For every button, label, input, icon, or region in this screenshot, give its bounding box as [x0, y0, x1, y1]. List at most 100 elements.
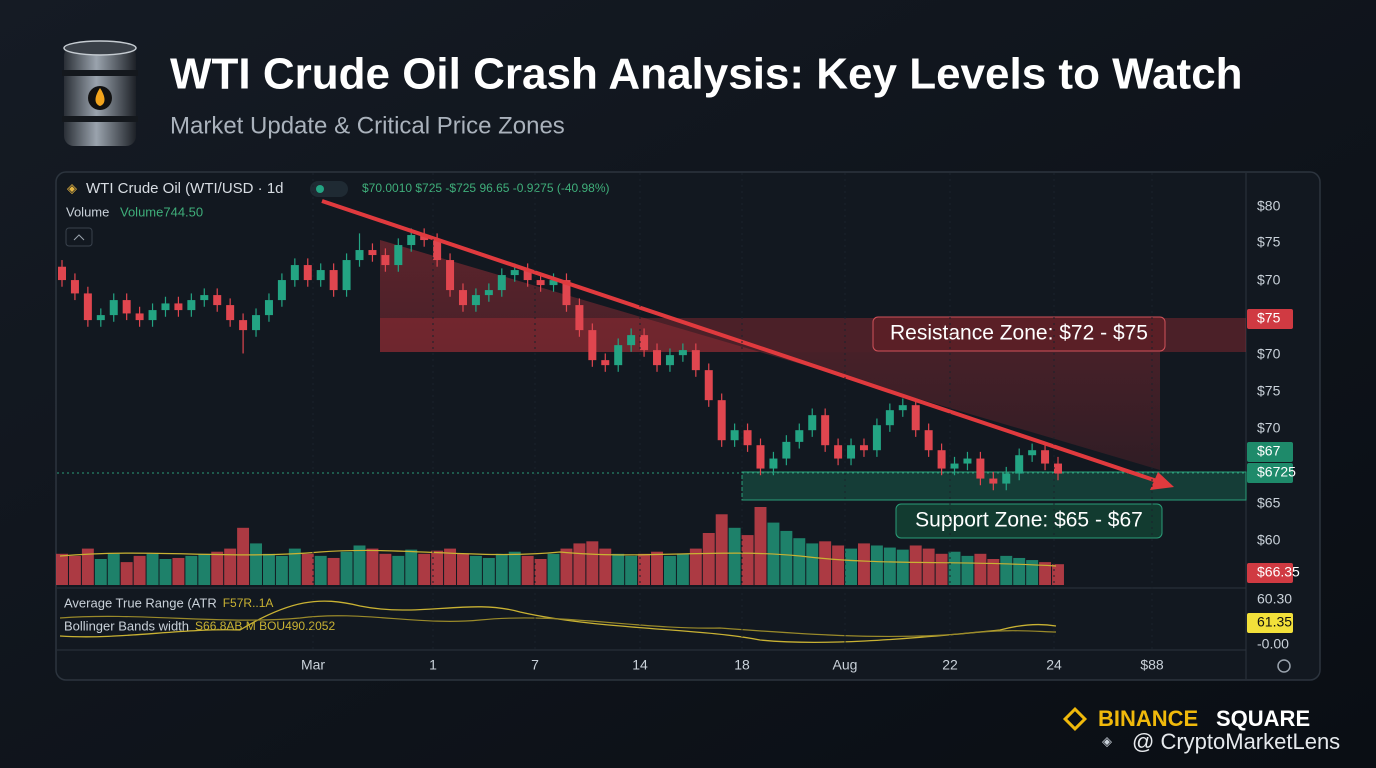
candle-body: [458, 290, 467, 306]
volume-bar: [482, 557, 495, 585]
volume-value: Volume744.50: [120, 204, 203, 219]
candle-body: [523, 270, 532, 281]
resistance-label: Resistance Zone: $72 - $75: [890, 322, 1148, 345]
candle-body: [872, 425, 881, 451]
price-axis: $80 $75 $70 $75 $70 $75 $70 $67 $6725 $65 $60 $66.3…: [1247, 198, 1300, 652]
candle-body: [342, 260, 351, 291]
volume-average-line: [59, 549, 1057, 567]
collapse-icon: [73, 234, 85, 241]
candle-body: [174, 303, 183, 311]
x-tick-label: $88: [1140, 657, 1164, 673]
volume-bar: [172, 557, 185, 585]
candle-body: [213, 295, 222, 306]
volume-bar: [81, 548, 94, 585]
indicator-name: Average True Range (ATR: [64, 595, 217, 610]
collapse-button[interactable]: [65, 227, 93, 247]
candle-body: [1041, 450, 1050, 464]
candle-body: [536, 280, 545, 286]
volume-bar: [883, 547, 896, 585]
candle-body: [277, 280, 286, 301]
candle-body: [1054, 463, 1062, 474]
candle-body: [329, 270, 338, 291]
candle-body: [510, 270, 519, 276]
x-axis: Mar 1 7 14 18 Aug 22 24 $88: [301, 173, 1164, 673]
candle-body: [963, 458, 972, 464]
volume-bar: [754, 507, 767, 585]
candle-body: [148, 310, 157, 321]
candle-body: [239, 320, 248, 331]
volume-bar: [327, 557, 340, 585]
candle-body: [924, 430, 933, 451]
quote: $70.0010 $725 -$725 96.65 -0.9275 (-40.9…: [362, 181, 610, 195]
symbol-icon: ◈: [67, 180, 77, 195]
volume-bar: [806, 543, 819, 585]
price-badge: [1247, 613, 1293, 633]
price-label: $75: [1257, 310, 1281, 326]
candle-body: [187, 300, 196, 311]
candle-body: [989, 478, 998, 484]
candle-body: [653, 350, 662, 366]
resistance-box: [872, 316, 1166, 352]
candle-body: [420, 235, 429, 241]
candle-body: [627, 335, 636, 346]
volume-bar: [573, 543, 586, 585]
candle-body: [640, 335, 649, 351]
price-label: $75: [1257, 383, 1281, 399]
volume-bar: [625, 555, 638, 585]
volume-bar: [107, 553, 120, 585]
volume-bar: [521, 555, 534, 585]
volume-bar: [1013, 557, 1026, 585]
volume-bar: [728, 527, 741, 585]
candle-body: [601, 360, 610, 366]
volume-bar: [56, 553, 68, 585]
price-label: $6725: [1257, 464, 1296, 480]
volume-bar: [159, 559, 172, 585]
candle-body: [96, 315, 105, 321]
volume-bar: [353, 545, 366, 585]
volume-bar: [392, 555, 405, 585]
candle-body: [484, 290, 493, 296]
volume-bar: [896, 549, 909, 585]
candle-body: [614, 345, 623, 366]
candle-body: [847, 445, 856, 459]
price-label: $65: [1257, 495, 1281, 511]
candle-body: [730, 430, 739, 441]
candle-body: [446, 260, 455, 291]
volume-bar: [702, 533, 715, 585]
volume-bar: [1026, 560, 1039, 585]
x-tick-label: 24: [1046, 657, 1062, 673]
volume-bar: [560, 548, 573, 585]
volume-bar: [832, 545, 845, 585]
candle-body: [497, 275, 506, 291]
candle-body: [1002, 473, 1011, 484]
volume-bar: [340, 551, 353, 585]
volume-bar: [651, 551, 663, 585]
candle-body: [83, 293, 92, 321]
volume-bar: [676, 553, 689, 585]
candle-body: [368, 250, 377, 256]
candle-body: [976, 458, 985, 479]
settings-icon[interactable]: [1277, 659, 1291, 673]
volume-label: Volume: [66, 204, 109, 219]
volume-bar: [237, 527, 250, 585]
candle-body: [290, 265, 299, 281]
trend-arrow: [1150, 472, 1174, 490]
volume-bar: [689, 548, 702, 585]
volume-bar: [1039, 562, 1052, 585]
indicator-value: F57R..1A: [223, 596, 274, 610]
barrel-icon: [62, 40, 138, 146]
volume-bar: [262, 553, 275, 585]
volume-bar: [418, 553, 431, 585]
volume-bar: [1052, 564, 1064, 585]
candle-body: [58, 266, 66, 281]
symbol: WTI Crude Oil (WTI/USD · 1d: [86, 180, 284, 197]
candle-body: [1028, 450, 1037, 456]
candle-body: [588, 330, 597, 361]
volume-bar: [224, 548, 237, 585]
price-label: 60.30: [1257, 591, 1292, 607]
x-tick-label: 1: [429, 657, 437, 673]
price-badge: [1247, 442, 1293, 462]
x-tick-label: 14: [632, 657, 648, 673]
